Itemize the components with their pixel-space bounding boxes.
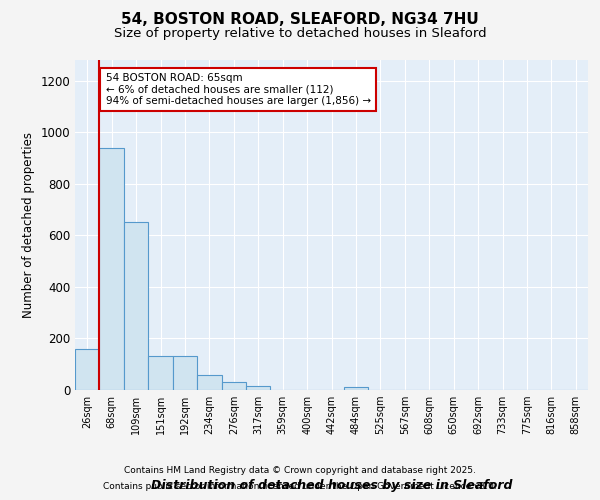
Bar bbox=[148, 356, 173, 390]
Bar bbox=[221, 382, 246, 390]
Bar bbox=[124, 222, 148, 390]
Text: Contains public sector information licensed under the Open Government Licence v3: Contains public sector information licen… bbox=[103, 482, 497, 491]
Bar bbox=[246, 386, 271, 390]
Bar bbox=[344, 387, 368, 390]
Text: Size of property relative to detached houses in Sleaford: Size of property relative to detached ho… bbox=[113, 28, 487, 40]
Bar bbox=[75, 349, 100, 390]
Bar bbox=[100, 148, 124, 390]
Y-axis label: Number of detached properties: Number of detached properties bbox=[22, 132, 35, 318]
Bar bbox=[173, 356, 197, 390]
Bar bbox=[197, 374, 221, 390]
Text: Contains HM Land Registry data © Crown copyright and database right 2025.: Contains HM Land Registry data © Crown c… bbox=[124, 466, 476, 475]
Text: 54 BOSTON ROAD: 65sqm
← 6% of detached houses are smaller (112)
94% of semi-deta: 54 BOSTON ROAD: 65sqm ← 6% of detached h… bbox=[106, 73, 371, 106]
X-axis label: Distribution of detached houses by size in Sleaford: Distribution of detached houses by size … bbox=[151, 479, 512, 492]
Text: 54, BOSTON ROAD, SLEAFORD, NG34 7HU: 54, BOSTON ROAD, SLEAFORD, NG34 7HU bbox=[121, 12, 479, 28]
